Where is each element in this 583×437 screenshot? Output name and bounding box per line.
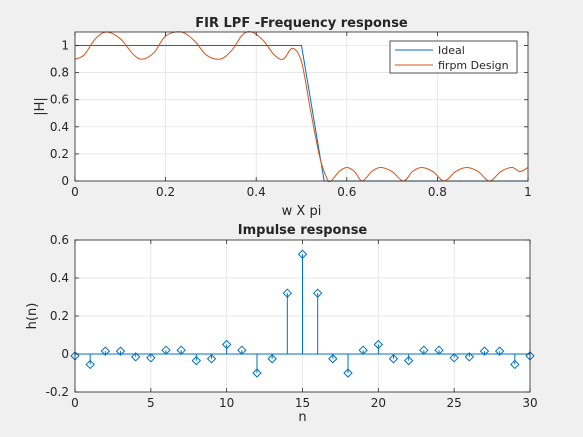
impulse-stem-marker	[388, 354, 399, 364]
impulse-stem-marker	[206, 354, 217, 364]
impulse-stem-marker	[449, 353, 459, 363]
impulse-xtick-label: 30	[522, 396, 537, 410]
impulse-stem-marker	[403, 355, 414, 366]
impulse-stem-marker	[358, 345, 368, 355]
impulse-stem-group	[70, 249, 535, 378]
impulse-stem-marker	[146, 353, 156, 363]
frequency-xtick-label: 0.2	[156, 185, 175, 199]
frequency-axes-box	[74, 31, 529, 182]
impulse-xtick-label: 10	[219, 396, 234, 410]
frequency-ytick-label: 0.2	[50, 147, 69, 161]
frequency-response-axes[interactable]: 0 0.2 0.4 0.6 0.8 1 0 0.2 0.4 0.6 0.8 1 FIR LPF -Fr…	[33, 16, 532, 219]
impulse-stem-marker	[373, 339, 384, 350]
frequency-ylabel: |H|	[33, 97, 48, 116]
impulse-stem-marker	[176, 345, 186, 355]
frequency-xtick-label: 0	[71, 185, 79, 199]
impulse-ylabel: h(n)	[25, 303, 40, 330]
frequency-xtick-label: 0.8	[428, 185, 447, 199]
impulse-stem-marker	[343, 368, 353, 378]
frequency-ytick-label: 0.4	[50, 120, 69, 134]
impulse-ytick-label: -0.2	[46, 385, 69, 399]
impulse-stem-marker	[494, 346, 505, 356]
impulse-xtick-label: 0	[71, 396, 79, 410]
impulse-stem-marker	[312, 288, 323, 298]
impulse-xlabel: n	[298, 410, 306, 425]
frequency-ticks: 0 0.2 0.4 0.6 0.8 1 0 0.2 0.4 0.6 0.8 1	[50, 32, 532, 199]
impulse-stem-marker	[282, 288, 293, 298]
impulse-stem-marker	[434, 345, 444, 355]
impulse-ytick-label: 0.2	[50, 309, 69, 323]
frequency-ytick-label: 0.8	[50, 66, 69, 80]
impulse-stem-marker	[191, 355, 202, 366]
frequency-xlabel: w X pi	[282, 204, 322, 219]
impulse-title: Impulse response	[238, 223, 368, 238]
frequency-title: FIR LPF -Frequency response	[195, 16, 408, 31]
frequency-ytick-label: 1	[61, 39, 69, 53]
impulse-ticks: 0 5 10 15 20 25 30-0.200.20.40.6	[46, 233, 538, 410]
impulse-stem-marker	[237, 345, 247, 355]
frequency-xtick-label: 0.6	[337, 185, 356, 199]
frequency-xtick-label: 0.4	[247, 185, 266, 199]
impulse-ytick-label: 0.4	[50, 271, 69, 285]
series-firpm-design-line	[74, 31, 529, 183]
impulse-stem-marker	[464, 352, 475, 362]
legend-box	[389, 40, 518, 74]
impulse-stem-marker	[252, 368, 262, 378]
frequency-ytick-label: 0	[61, 174, 69, 188]
impulse-stem-marker	[267, 354, 277, 364]
impulse-stem-marker	[328, 354, 338, 364]
impulse-xtick-label: 25	[447, 396, 462, 410]
legend-label-design: firpm Design	[438, 59, 509, 72]
impulse-xtick-label: 5	[147, 396, 155, 410]
impulse-stem-marker	[115, 346, 126, 356]
impulse-stem-marker	[221, 339, 232, 350]
impulse-stem-marker	[297, 249, 308, 259]
frequency-legend[interactable]: Ideal firpm Design	[389, 40, 518, 74]
frequency-ytick-label: 0.6	[50, 93, 69, 107]
impulse-stem-marker	[161, 345, 171, 355]
impulse-stem-marker	[479, 346, 490, 356]
impulse-stem-marker	[130, 352, 141, 362]
impulse-ytick-label: 0.6	[50, 233, 69, 247]
impulse-stem-marker	[419, 345, 429, 355]
impulse-xtick-label: 15	[295, 396, 310, 410]
legend-label-ideal: Ideal	[438, 44, 465, 57]
impulse-stem-marker	[510, 359, 520, 370]
impulse-stem-marker	[85, 359, 95, 370]
impulse-stem-marker	[100, 346, 111, 356]
impulse-response-axes[interactable]: 0 5 10 15 20 25 30-0.200.20.40.6 Impulse respo…	[25, 223, 538, 425]
impulse-xtick-label: 20	[371, 396, 386, 410]
frequency-xtick-label: 1	[524, 185, 532, 199]
impulse-ytick-label: 0	[61, 347, 69, 361]
